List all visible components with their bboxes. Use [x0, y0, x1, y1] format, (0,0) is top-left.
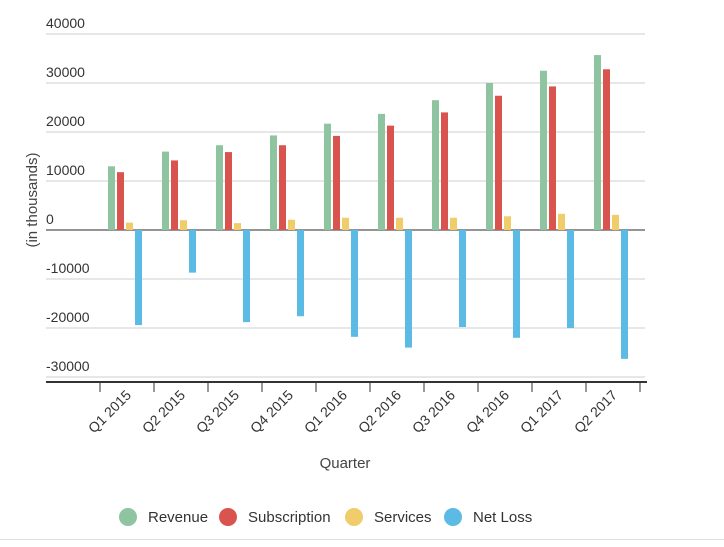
bar-subscription	[225, 152, 232, 230]
bar-revenue	[378, 113, 385, 230]
bottom-divider	[0, 539, 724, 540]
y-tick-label: 30000	[46, 64, 85, 80]
x-axis-title: Quarter	[320, 455, 371, 472]
bar-net-loss	[621, 230, 628, 359]
bar-subscription	[549, 86, 556, 231]
x-axis	[46, 381, 647, 392]
bar-services	[234, 223, 241, 230]
x-tick-label: Q1 2017	[517, 387, 566, 436]
bar-net-loss	[513, 230, 520, 338]
x-tick-label: Q1 2016	[301, 387, 350, 436]
x-tick-label: Q2 2015	[139, 387, 188, 436]
bar-revenue	[270, 135, 277, 230]
legend-swatch	[345, 508, 363, 526]
legend-label: Services	[374, 509, 432, 526]
bar-revenue	[108, 166, 115, 230]
x-tick-label: Q1 2015	[85, 387, 134, 436]
bar-net-loss	[189, 230, 196, 273]
bar-net-loss	[459, 230, 466, 328]
bar-services	[342, 217, 349, 230]
bars	[108, 55, 628, 359]
y-tick-label: 10000	[46, 162, 85, 178]
legend-swatch	[444, 508, 462, 526]
bar-revenue	[594, 55, 601, 230]
legend-swatch	[119, 508, 137, 526]
bar-services	[612, 214, 619, 230]
bar-net-loss	[567, 230, 574, 328]
legend-item-services[interactable]: Services	[345, 508, 432, 526]
bar-services	[558, 213, 565, 230]
legend-item-net-loss[interactable]: Net Loss	[444, 508, 532, 526]
legend-label: Revenue	[148, 509, 208, 526]
bar-revenue	[162, 151, 169, 230]
y-axis-title: (in thousands)	[24, 152, 41, 247]
bar-subscription	[279, 145, 286, 230]
x-tick-label: Q4 2015	[247, 387, 296, 436]
y-tick-label: -30000	[46, 358, 90, 374]
legend-item-revenue[interactable]: Revenue	[119, 508, 208, 526]
legend-label: Net Loss	[473, 509, 532, 526]
x-tick-label: Q3 2016	[409, 387, 458, 436]
y-tick-labels: 40000 30000 20000 10000 0 -10000 -20000 -30000	[46, 15, 90, 374]
bar-subscription	[441, 112, 448, 230]
x-tick-label: Q3 2015	[193, 387, 242, 436]
bar-revenue	[324, 123, 331, 230]
bar-revenue	[486, 83, 493, 230]
legend-item-subscription[interactable]: Subscription	[219, 508, 331, 526]
bar-subscription	[495, 95, 502, 231]
x-tick-label: Q2 2017	[571, 387, 620, 436]
bar-services	[450, 217, 457, 230]
bar-services	[504, 216, 511, 230]
bar-subscription	[117, 172, 124, 230]
y-tick-label: 20000	[46, 113, 85, 129]
bar-subscription	[603, 69, 610, 230]
legend-swatch	[219, 508, 237, 526]
y-tick-label: 40000	[46, 15, 85, 31]
y-tick-label: -10000	[46, 260, 90, 276]
bar-services	[180, 220, 187, 230]
bar-subscription	[333, 135, 340, 230]
bar-subscription	[171, 160, 178, 230]
bar-revenue	[216, 145, 223, 230]
y-tick-label: 0	[46, 211, 54, 227]
bar-net-loss	[243, 230, 250, 323]
x-tick-label: Q2 2016	[355, 387, 404, 436]
bar-revenue	[540, 70, 547, 230]
bar-net-loss	[351, 230, 358, 337]
bar-subscription	[387, 125, 394, 230]
bar-services	[126, 222, 133, 230]
legend: Revenue Subscription Services Net Loss	[119, 508, 532, 526]
bar-services	[396, 217, 403, 230]
bar-net-loss	[405, 230, 412, 348]
bar-revenue	[432, 100, 439, 231]
bar-net-loss	[135, 230, 142, 326]
y-tick-label: -20000	[46, 309, 90, 325]
x-tick-labels: Q1 2015 Q2 2015 Q3 2015 Q4 2015 Q1 2016 Q2 20…	[85, 387, 620, 436]
bar-services	[288, 219, 295, 230]
x-tick-label: Q4 2016	[463, 387, 512, 436]
legend-label: Subscription	[248, 509, 331, 526]
bar-net-loss	[297, 230, 304, 317]
